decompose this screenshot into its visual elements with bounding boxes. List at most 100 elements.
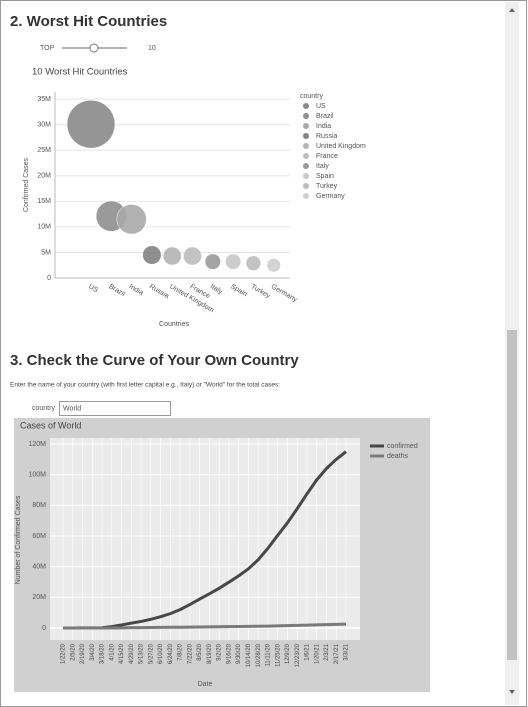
x-tick-label: 7/8/20 (178, 643, 184, 660)
legend-label: Russia (316, 133, 338, 140)
x-tick-label: 9/16/20 (226, 643, 232, 664)
y-tick-label: 40M (32, 564, 46, 571)
x-tick-label: 2/3/21 (324, 643, 330, 660)
bubble (225, 253, 242, 270)
y-axis-label: Confirmed Cases (23, 157, 30, 212)
y-tick-label: 35M (37, 96, 51, 103)
x-tick-label: 5/13/20 (139, 643, 145, 664)
y-tick-label: 20M (32, 594, 46, 601)
bubble (266, 258, 281, 273)
bubble (204, 253, 221, 270)
x-tick-label: 1/22/20 (61, 643, 67, 664)
x-tick-label: US (87, 283, 99, 294)
x-axis-label: Date (198, 681, 213, 688)
scroll-down[interactable] (509, 690, 515, 694)
x-tick-label: 6/10/20 (158, 643, 164, 664)
bubble (183, 246, 202, 266)
x-tick-label: 10/28/20 (256, 643, 262, 667)
legend-swatch (303, 183, 309, 189)
legend-swatch (303, 123, 309, 129)
y-tick-label: 30M (37, 122, 51, 129)
y-tick-label: 15M (37, 198, 51, 205)
section-heading: 3. Check the Curve of Your Own Country (10, 352, 299, 369)
x-tick-label: 2/19/20 (80, 643, 86, 664)
slider-knob[interactable] (89, 43, 99, 53)
x-tick-label: 6/24/20 (168, 643, 174, 664)
x-tick-label: 8/19/20 (207, 643, 213, 664)
x-tick-label: 3/4/20 (90, 643, 96, 660)
x-tick-label: 12/23/20 (295, 643, 301, 667)
x-tick-label: 11/25/20 (275, 643, 281, 667)
country-input[interactable] (59, 401, 171, 416)
legend-label: United Kingdom (316, 143, 366, 150)
x-tick-label: 2/17/21 (334, 643, 340, 664)
y-tick-label: 25M (37, 147, 51, 154)
bubble (162, 246, 182, 266)
x-tick-label: 3/3/21 (344, 643, 350, 660)
y-tick-label: 60M (32, 533, 46, 540)
x-tick-label: 10/14/20 (246, 643, 252, 667)
x-tick-label: 11/11/20 (266, 643, 272, 666)
chart-title: 10 Worst Hit Countries (32, 67, 128, 78)
y-tick-label: 0 (47, 275, 51, 282)
slider-label: TOP (40, 45, 55, 52)
legend-swatch (303, 193, 309, 199)
legend-swatch (303, 143, 309, 149)
y-tick-label: 120M (28, 441, 46, 448)
x-tick-label: 1/6/21 (305, 643, 311, 660)
bubble (116, 204, 147, 235)
legend-label: Spain (316, 173, 334, 180)
x-tick-label: 7/22/20 (187, 643, 193, 664)
bubble (142, 245, 162, 265)
plot-background (50, 438, 360, 640)
x-tick-label: 5/27/20 (148, 643, 154, 664)
slider-value: 10 (148, 45, 156, 52)
x-tick-label: 1/20/21 (314, 643, 320, 664)
instruction: Enter the name of your country (with fir… (10, 382, 280, 389)
y-axis-label: Number of Confirmed Cases (15, 495, 22, 584)
legend-label: India (316, 123, 331, 130)
bubble (66, 99, 116, 149)
y-tick-label: 20M (37, 173, 51, 180)
legend-swatch (303, 133, 309, 139)
legend-label: Germany (316, 193, 345, 200)
legend-swatch (303, 103, 309, 109)
legend-swatch (303, 173, 309, 179)
x-tick-label: 9/30/20 (236, 643, 242, 664)
legend-label: France (316, 153, 338, 160)
x-tick-label: 3/18/20 (100, 643, 106, 664)
legend-label: confirmed (387, 443, 418, 450)
y-tick-label: 10M (37, 224, 51, 231)
x-tick-label: 4/1/20 (109, 643, 115, 660)
legend-swatch (303, 113, 309, 119)
x-tick-label: 9/2/20 (217, 643, 223, 660)
legend-label: Italy (316, 163, 329, 170)
chart-title: Cases of World (20, 420, 81, 430)
legend-label: US (316, 103, 326, 110)
bubble (245, 255, 262, 271)
y-tick-label: 0 (42, 625, 46, 632)
x-tick-label: 4/15/20 (119, 643, 125, 664)
y-tick-label: 5M (41, 249, 51, 256)
input-value: World (63, 405, 81, 412)
line-series (62, 622, 347, 630)
x-tick-label: 2/5/20 (70, 643, 76, 660)
y-tick-label: 80M (32, 502, 46, 509)
x-tick-label: 8/5/20 (197, 643, 203, 660)
x-tick-label: 12/9/20 (285, 643, 291, 664)
legend-label: Turkey (316, 183, 338, 190)
legend-label: deaths (387, 453, 409, 460)
x-axis-label: Countries (159, 321, 189, 328)
scroll-up[interactable] (509, 8, 515, 12)
y-tick-label: 100M (28, 472, 46, 479)
input-label: country (32, 405, 55, 412)
scroll-thumb[interactable] (507, 330, 517, 660)
legend-title: country (300, 93, 323, 100)
section-heading: 2. Worst Hit Countries (10, 13, 167, 30)
legend-swatch (303, 153, 309, 159)
legend-label: Brazil (316, 113, 334, 120)
x-tick-label: 4/29/20 (129, 643, 135, 664)
legend-swatch (303, 163, 309, 169)
